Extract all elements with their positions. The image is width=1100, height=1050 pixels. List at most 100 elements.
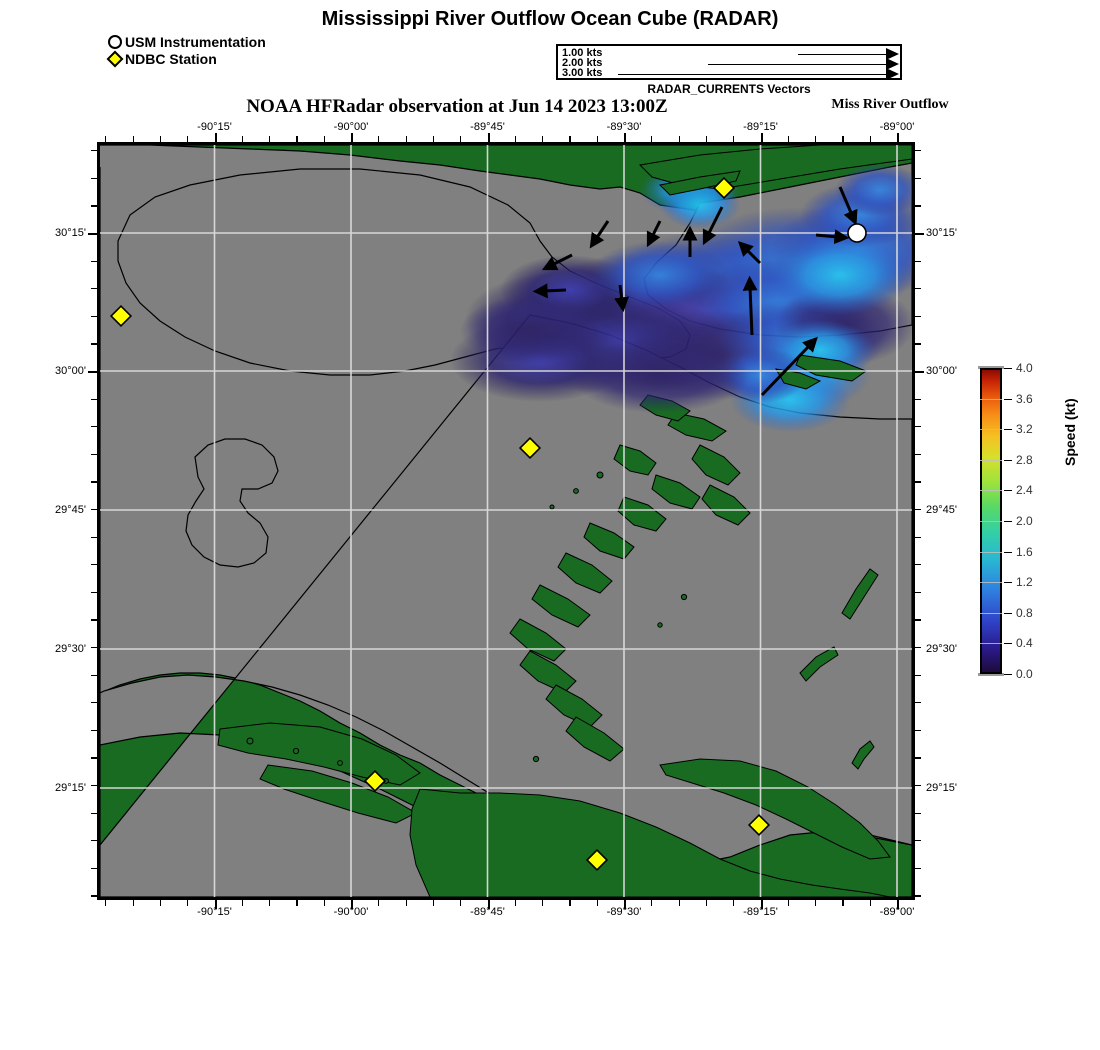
ndbc-station-marker[interactable] [363, 769, 387, 793]
colorbar-band-divider [980, 429, 1002, 431]
tick-mark [915, 233, 924, 235]
tick-mark [915, 260, 921, 262]
x-axis-tick-label: -89°30' [606, 121, 642, 133]
tick-mark [432, 900, 435, 906]
tick-mark [159, 900, 162, 906]
y-axis-tick-label: 30°15' [55, 227, 86, 239]
tick-mark [269, 900, 271, 906]
colorbar-tick [1004, 368, 1012, 369]
ndbc-station-marker[interactable] [109, 304, 133, 328]
colorbar-axis-title: Speed (kt) [1062, 398, 1078, 466]
tick-mark [915, 812, 921, 814]
y-axis-tick-label: 29°30' [926, 643, 957, 655]
tick-mark [915, 509, 921, 511]
tick-mark [323, 900, 325, 906]
tick-mark [915, 205, 921, 207]
colorbar-tick-label: 3.6 [1016, 391, 1033, 406]
circle-marker-icon [108, 35, 122, 49]
vector-shaft-2 [708, 64, 886, 65]
vector-shaft-3 [618, 74, 886, 75]
tick-mark [815, 900, 817, 906]
tick-mark [915, 343, 921, 345]
colorbar-band-divider [980, 459, 1002, 461]
colorbar-tick-label: 2.4 [1016, 483, 1033, 498]
tick-mark [787, 900, 789, 906]
tick-mark [915, 536, 921, 538]
tick-mark [915, 453, 921, 455]
tick-mark [842, 900, 844, 906]
station-markers[interactable] [109, 176, 867, 872]
diamond-marker-icon [106, 50, 124, 68]
current-vectors [532, 186, 858, 397]
x-axis-tick-label: -89°30' [606, 906, 642, 918]
colorbar-band-divider [980, 551, 1002, 553]
tick-mark [915, 702, 921, 704]
colorbar-tick-label: 0.8 [1016, 605, 1033, 620]
colorbar-cap-bottom [978, 673, 1004, 676]
colorbar-tick-label: 3.2 [1016, 422, 1033, 437]
map-canvas[interactable] [97, 142, 915, 900]
x-axis-tick-label: -89°00' [879, 906, 915, 918]
vector-legend-row-3: 3.00 kts [558, 67, 900, 80]
tick-mark [214, 133, 217, 142]
colorbar-tick [1004, 490, 1012, 492]
tick-mark [915, 315, 921, 317]
colorbar-band-divider [980, 612, 1002, 614]
tick-mark [88, 233, 97, 235]
map-graphic [100, 145, 912, 897]
colorbar-tick [1004, 674, 1012, 675]
tick-mark [132, 900, 134, 906]
y-axis-tick-label: 29°15' [55, 782, 86, 794]
colorbar-band-divider [980, 643, 1002, 645]
tick-mark [678, 900, 680, 906]
y-axis-tick-label: 29°15' [926, 782, 957, 794]
colorbar-tick [1004, 582, 1012, 584]
tick-mark [897, 133, 899, 142]
ndbc-station-marker[interactable] [518, 436, 542, 460]
vector-legend-caption: RADAR_CURRENTS Vectors [647, 82, 811, 96]
vector-legend-row-2: 2.00 kts [558, 57, 900, 70]
y-axis-tick-label: 30°15' [926, 227, 957, 239]
tick-mark [915, 398, 921, 400]
tick-mark [869, 900, 871, 906]
tick-mark [915, 619, 921, 621]
colorbar-tick-label: 2.8 [1016, 452, 1033, 467]
tick-mark [915, 647, 921, 649]
tick-mark [915, 674, 921, 676]
marker-legend: USM Instrumentation NDBC Station [106, 34, 266, 68]
usm-instrumentation-marker[interactable] [847, 223, 867, 243]
tick-mark [351, 133, 353, 142]
ndbc-station-marker[interactable] [712, 176, 736, 200]
colorbar-band-divider [980, 582, 1002, 584]
colorbar-tick-label: 2.0 [1016, 514, 1033, 528]
colorbar-tick [1004, 521, 1012, 522]
colorbar-tick-label: 1.2 [1016, 575, 1033, 590]
tick-mark [915, 288, 921, 290]
tick-mark [296, 900, 298, 906]
colorbar-cap-top [978, 366, 1004, 369]
tick-mark [569, 900, 571, 906]
x-axis-tick-label: -89°15' [743, 121, 778, 133]
y-axis-tick-label: 29°45' [926, 504, 957, 516]
x-axis-tick-label: -90°00' [333, 906, 369, 918]
x-axis-tick-label: -89°45' [470, 121, 505, 133]
radar-speed-field [450, 164, 912, 432]
vector-legend-label-3: 3.00 kts [562, 67, 603, 79]
vector-shaft-1 [798, 54, 886, 55]
tick-mark [915, 895, 921, 897]
ndbc-station-marker[interactable] [747, 813, 771, 837]
tick-mark [733, 900, 735, 906]
tick-mark [378, 900, 380, 906]
colorbar-tick [1004, 429, 1012, 431]
colorbar-tick [1004, 398, 1012, 400]
ndbc-station-marker[interactable] [585, 848, 609, 872]
coast-overlay [638, 145, 912, 390]
tick-mark [915, 729, 921, 731]
tick-mark [596, 900, 598, 906]
tick-mark [760, 133, 763, 142]
tick-mark [651, 900, 653, 906]
tick-mark [915, 564, 921, 566]
tick-mark [487, 133, 490, 142]
tick-mark [187, 900, 189, 906]
tick-mark [915, 785, 921, 787]
